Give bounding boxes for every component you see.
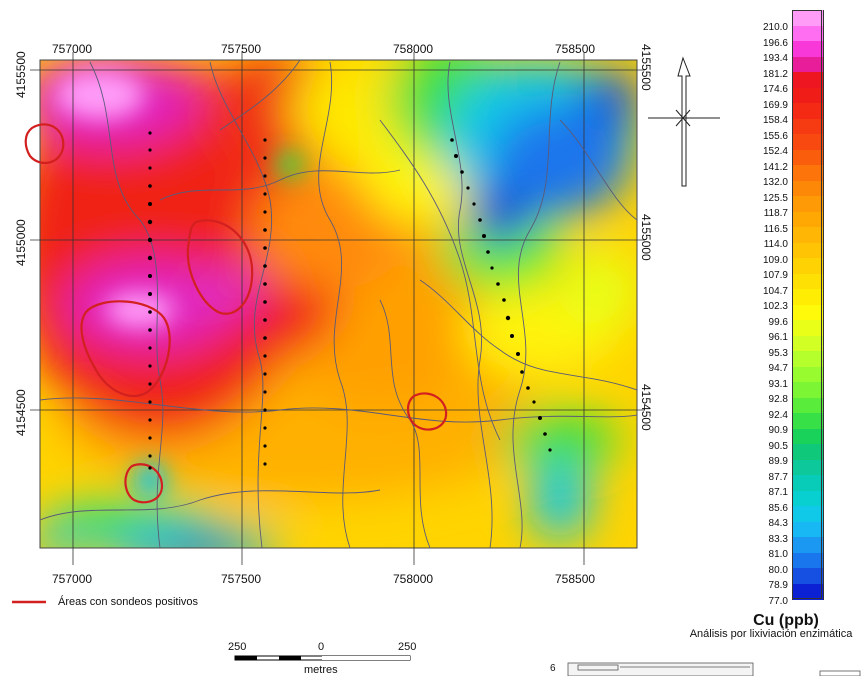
x-tick-bottom-1: 757500 [221, 572, 262, 586]
y-tick-right-1: 4155000 [639, 214, 653, 261]
scale-label-left: 250 [228, 641, 247, 653]
colorbar-method-subtitle: Análisis por lixiviación enzimática [689, 628, 853, 640]
colorbar-value-label: 94.7 [768, 363, 788, 374]
colorbar-value-label: 93.1 [768, 378, 788, 390]
colorbar-value-label: 109.0 [762, 254, 788, 266]
colorbar-value-label: 99.6 [768, 316, 788, 328]
colorbar-value-label: 169.9 [762, 99, 788, 111]
sampling-profiles [147, 131, 552, 470]
profile-west [147, 131, 153, 470]
inset-number: 6 [550, 663, 556, 674]
y-tick-right-0: 4155500 [639, 44, 653, 91]
colorbar-value-label: 174.6 [762, 84, 788, 95]
scale-bar-graphic [234, 655, 411, 661]
y-tick-right-2: 4154500 [639, 384, 653, 431]
positive-area-2 [186, 219, 254, 315]
x-tick-top-0: 757000 [52, 42, 93, 56]
scale-label-center: 0 [318, 641, 325, 653]
colorbar-unit-title: Cu (ppb) [753, 612, 819, 629]
colorbar-value-label: 89.9 [768, 456, 788, 467]
drainage-lines [39, 59, 638, 549]
colorbar-value-label: 80.0 [768, 564, 788, 576]
profile-east [450, 138, 552, 452]
colorbar-value-label: 83.3 [768, 533, 788, 545]
colorbar-value-label: 104.7 [762, 285, 788, 297]
x-tick-top-3: 758500 [555, 42, 596, 56]
colorbar-value-label: 87.7 [768, 471, 788, 483]
colorbar-value-label: 96.1 [768, 332, 788, 343]
colorbar-value-label: 116.5 [763, 223, 788, 235]
colorbar-value-label: 193.4 [762, 53, 788, 64]
y-tick-left-0: 4155500 [14, 51, 28, 98]
colorbar-value-label: 152.4 [762, 146, 788, 157]
scale-unit: metres [304, 664, 338, 676]
positive-drilling-areas [24, 123, 448, 504]
colorbar-value-label: 181.2 [762, 68, 788, 80]
colorbar-frame [792, 10, 822, 599]
positive-area-5 [124, 463, 164, 504]
map-frame [39, 59, 638, 549]
colorbar-value-label: 85.6 [768, 502, 788, 514]
colorbar-value-label: 78.9 [768, 580, 788, 591]
x-tick-bottom-2: 758000 [393, 572, 434, 586]
y-tick-left-1: 4155000 [14, 219, 28, 266]
north-arrow-icon [648, 56, 720, 187]
colorbar-value-label: 155.6 [762, 130, 788, 142]
colorbar-value-label: 92.4 [768, 409, 788, 421]
colorbar-value-label: 118.7 [763, 208, 788, 219]
x-tick-bottom-3: 758500 [555, 572, 596, 586]
profile-central [263, 138, 267, 466]
positive-area-4 [406, 392, 448, 431]
colorbar-value-label: 90.5 [768, 440, 788, 452]
colorbar-value-label: 92.8 [768, 394, 788, 405]
colorbar-value-label: 95.3 [768, 347, 788, 359]
colorbar-value-label: 141.2 [762, 161, 788, 173]
colorbar-value-label: 210.0 [762, 22, 788, 33]
colorbar-value-label: 81.0 [768, 549, 788, 560]
legend-positive-label: Áreas con sondeos positivos [58, 596, 199, 608]
colorbar-value-label: 196.6 [762, 37, 788, 49]
colorbar-value-label: 114.0 [763, 239, 788, 250]
colorbar-value-label: 132.0 [762, 177, 788, 188]
x-tick-top-1: 757500 [221, 42, 262, 56]
y-tick-left-2: 4154500 [14, 389, 28, 436]
positive-area-1 [24, 123, 65, 165]
colorbar-value-label: 158.4 [762, 115, 788, 126]
colorbar-value-label: 84.3 [768, 518, 788, 529]
colorbar-value-label: 90.9 [768, 425, 788, 436]
colorbar-value-label: 125.5 [762, 192, 788, 204]
colorbar-value-label: 102.3 [762, 301, 788, 312]
positive-area-3 [80, 300, 171, 398]
inset-locator [567, 662, 861, 676]
colorbar-value-label: 77.0 [768, 595, 788, 607]
coordinate-grid [30, 52, 645, 565]
scale-label-right: 250 [398, 641, 417, 653]
colorbar-value-label: 107.9 [762, 270, 788, 281]
x-tick-bottom-0: 757000 [52, 572, 93, 586]
x-tick-top-2: 758000 [393, 42, 434, 56]
colorbar-value-label: 87.1 [768, 487, 788, 498]
